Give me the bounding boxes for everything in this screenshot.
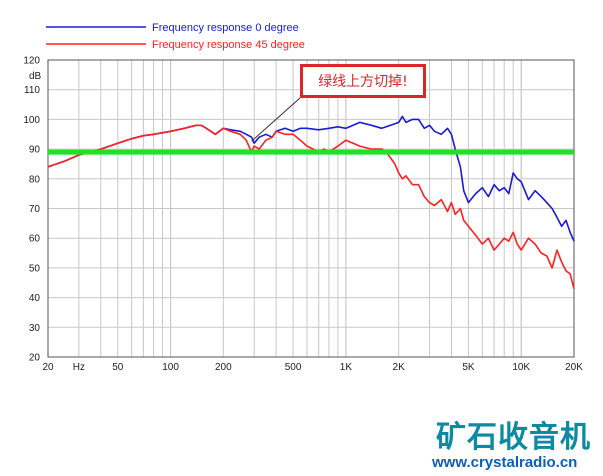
x-tick-label: 1K	[340, 362, 353, 373]
y-tick-label: 30	[29, 323, 41, 334]
grid	[47, 59, 575, 358]
legend-label-0-degree: Frequency response 0 degree	[152, 22, 299, 34]
plot-frame	[47, 59, 575, 358]
y-tick-labels: 20 30 40 50 60 70 80 90 100 110 120	[23, 56, 40, 364]
y-tick-label: 20	[29, 353, 41, 364]
y-tick-label: 80	[29, 174, 41, 185]
y-axis-unit: dB	[29, 71, 42, 82]
y-tick-label: 60	[29, 234, 41, 245]
y-tick-label: 110	[24, 85, 40, 96]
x-tick-label: 500	[285, 362, 302, 373]
watermark-logo-text: 矿石收音机	[436, 420, 591, 455]
y-tick-label: 50	[29, 263, 41, 274]
x-tick-labels: 20 Hz 50 100 200 500 1K 2K 5K 10K 20K	[42, 362, 583, 373]
legend-label-45-degree: Frequency response 45 degree	[152, 39, 305, 51]
annotation-text: 绿线上方切掉!	[303, 67, 423, 95]
y-tick-label: 70	[29, 204, 41, 215]
x-tick-label: 100	[162, 362, 179, 373]
x-tick-label: 10K	[512, 362, 530, 373]
y-tick-label: 90	[29, 145, 41, 156]
x-tick-label: 200	[215, 362, 232, 373]
series-lines	[47, 115, 575, 289]
x-tick-label: 2K	[393, 362, 406, 373]
y-tick-label: 120	[23, 56, 40, 67]
y-tick-label: 100	[23, 115, 40, 126]
x-tick-label: 5K	[462, 362, 475, 373]
x-tick-label: 50	[112, 362, 124, 373]
x-tick-label: 20K	[565, 362, 583, 373]
annotation-pointer	[251, 97, 301, 142]
y-tick-label: 40	[29, 293, 41, 304]
x-tick-label: 20	[42, 362, 54, 373]
annotation-callout: 绿线上方切掉!	[300, 64, 426, 98]
x-tick-label: Hz	[73, 362, 85, 373]
watermark-url: www.crystalradio.cn	[432, 454, 578, 471]
